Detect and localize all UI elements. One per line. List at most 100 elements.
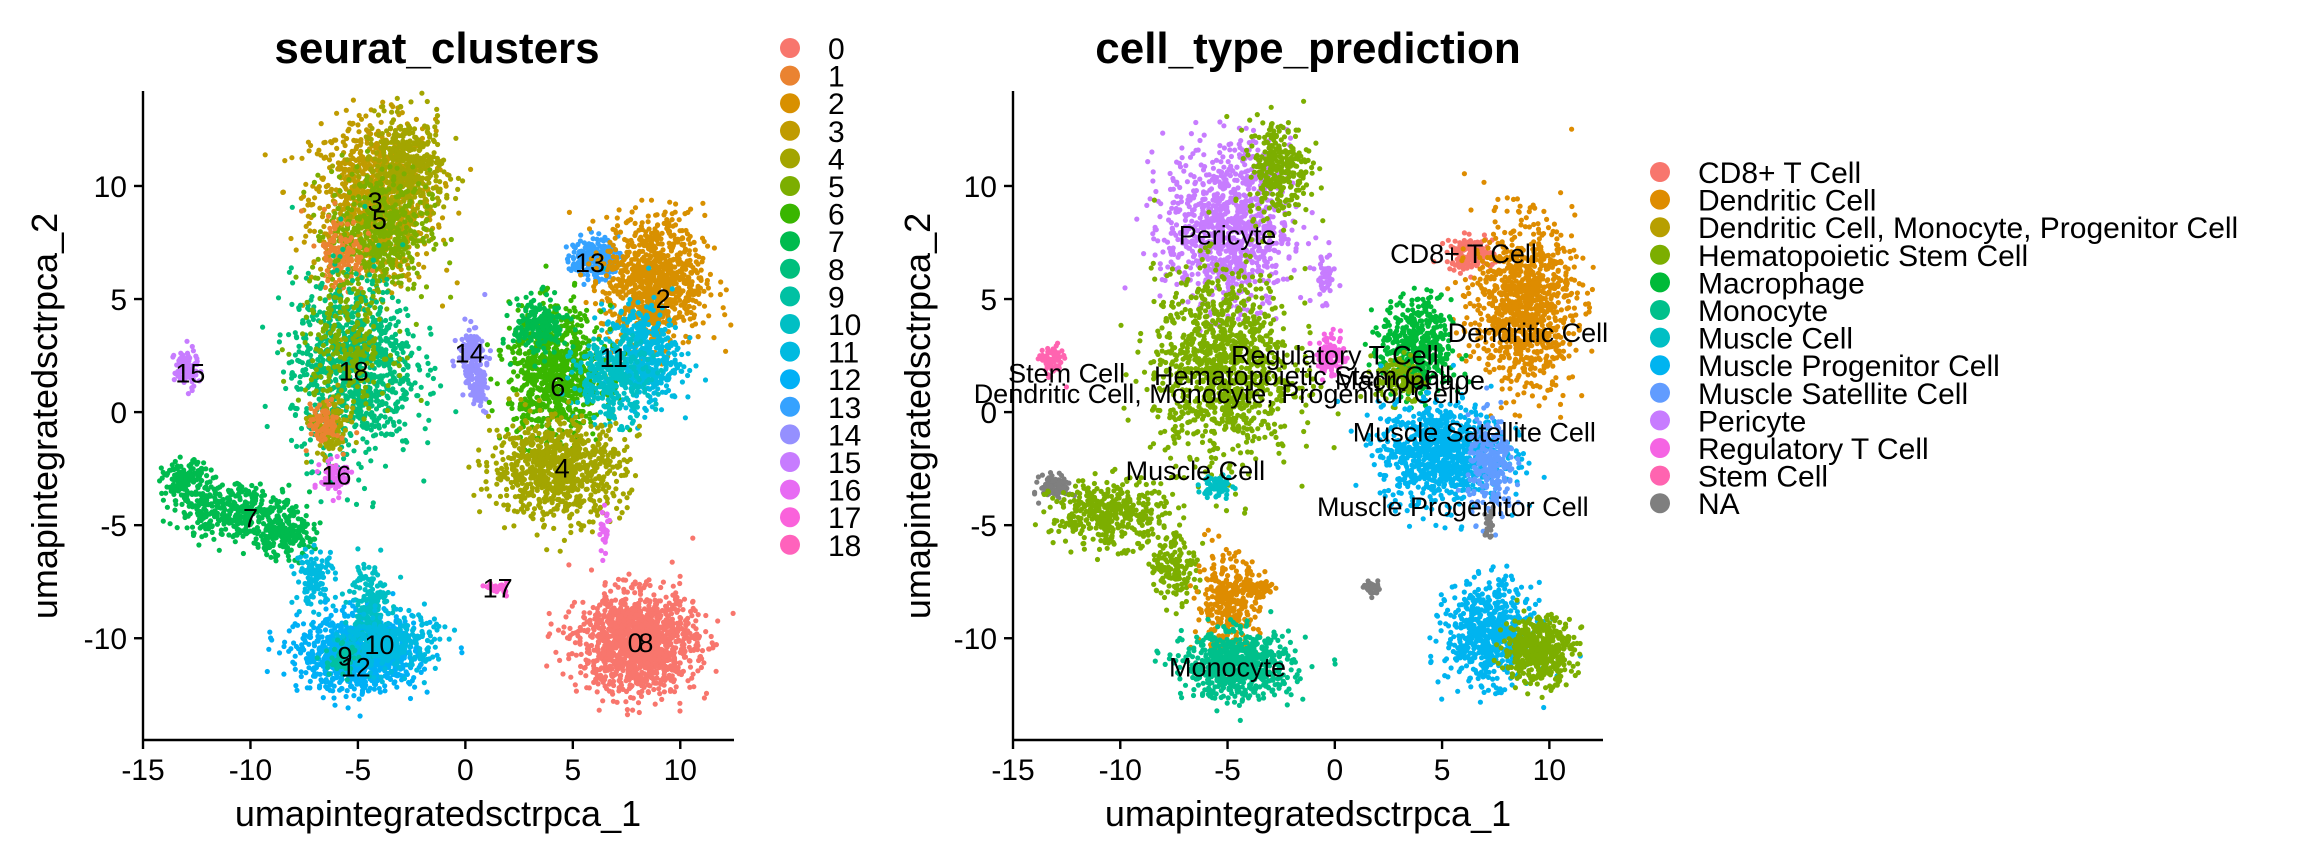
- data-point: [409, 147, 414, 152]
- data-point: [391, 423, 396, 428]
- data-point: [405, 355, 410, 360]
- data-point: [364, 127, 369, 132]
- data-point: [345, 688, 350, 693]
- data-point: [307, 322, 312, 327]
- data-point: [325, 183, 330, 188]
- data-point: [374, 150, 379, 155]
- data-point: [357, 113, 362, 118]
- data-point: [286, 352, 291, 357]
- data-point: [346, 317, 351, 322]
- data-point: [313, 485, 318, 490]
- data-point: [380, 263, 385, 268]
- data-point: [212, 495, 217, 500]
- data-point: [397, 133, 402, 138]
- data-point: [323, 600, 328, 605]
- data-point: [371, 258, 376, 263]
- data-point: [312, 543, 317, 548]
- data-point: [372, 264, 377, 269]
- data-point: [331, 498, 336, 503]
- data-point: [383, 158, 388, 163]
- data-point: [397, 357, 402, 362]
- data-point: [366, 447, 371, 452]
- data-point: [216, 500, 221, 505]
- data-point: [375, 287, 380, 292]
- data-point: [294, 444, 299, 449]
- data-point: [288, 646, 293, 651]
- data-point: [374, 419, 379, 424]
- data-point: [413, 221, 418, 226]
- data-point: [432, 203, 437, 208]
- data-point: [222, 507, 227, 512]
- data-point: [186, 500, 191, 505]
- data-point: [317, 402, 322, 407]
- data-point: [294, 247, 299, 252]
- data-point: [349, 235, 354, 240]
- data-point: [400, 387, 405, 392]
- data-point: [287, 526, 292, 531]
- data-point: [384, 246, 389, 251]
- data-point: [364, 440, 369, 445]
- data-point: [306, 214, 311, 219]
- data-point: [199, 478, 204, 483]
- data-point: [329, 339, 334, 344]
- data-point: [281, 540, 286, 545]
- data-point: [270, 532, 275, 537]
- data-point: [418, 160, 423, 165]
- data-point: [321, 140, 326, 145]
- data-point: [393, 401, 398, 406]
- data-point: [354, 440, 359, 445]
- data-point: [262, 545, 267, 550]
- data-point: [354, 430, 359, 435]
- data-point: [217, 484, 222, 489]
- data-point: [325, 348, 330, 353]
- data-point: [381, 142, 386, 147]
- data-point: [333, 314, 338, 319]
- data-point: [366, 231, 371, 236]
- data-point: [350, 336, 355, 341]
- data-point: [349, 419, 354, 424]
- data-point: [459, 645, 464, 650]
- data-point: [431, 235, 436, 240]
- data-point: [281, 644, 286, 649]
- data-point: [389, 372, 394, 377]
- data-point: [419, 91, 424, 96]
- data-point: [425, 99, 430, 104]
- data-point: [251, 540, 256, 545]
- data-point: [405, 153, 410, 158]
- data-point: [233, 539, 238, 544]
- data-point: [332, 703, 337, 708]
- data-point: [320, 392, 325, 397]
- data-point: [393, 390, 398, 395]
- data-point: [366, 154, 371, 159]
- data-point: [289, 548, 294, 553]
- data-point: [404, 343, 409, 348]
- data-point: [277, 499, 282, 504]
- data-point: [215, 514, 220, 519]
- data-point: [434, 174, 439, 179]
- data-point: [412, 231, 417, 236]
- data-point: [316, 332, 321, 337]
- data-point: [178, 351, 183, 356]
- data-point: [293, 412, 298, 417]
- data-point: [331, 603, 336, 608]
- data-point: [412, 685, 417, 690]
- data-point: [325, 278, 330, 283]
- data-point: [305, 535, 310, 540]
- data-point: [341, 227, 346, 232]
- data-point: [367, 287, 372, 292]
- data-point: [315, 469, 320, 474]
- data-point: [378, 338, 383, 343]
- data-point: [397, 329, 402, 334]
- data-point: [311, 620, 316, 625]
- data-point: [385, 420, 390, 425]
- data-point: [184, 339, 189, 344]
- data-point: [323, 326, 328, 331]
- data-point: [338, 310, 343, 315]
- data-point: [407, 125, 412, 130]
- data-point: [306, 140, 311, 145]
- data-point: [428, 368, 433, 373]
- data-point: [421, 226, 426, 231]
- data-point: [287, 539, 292, 544]
- data-point: [433, 132, 438, 137]
- data-point: [351, 287, 356, 292]
